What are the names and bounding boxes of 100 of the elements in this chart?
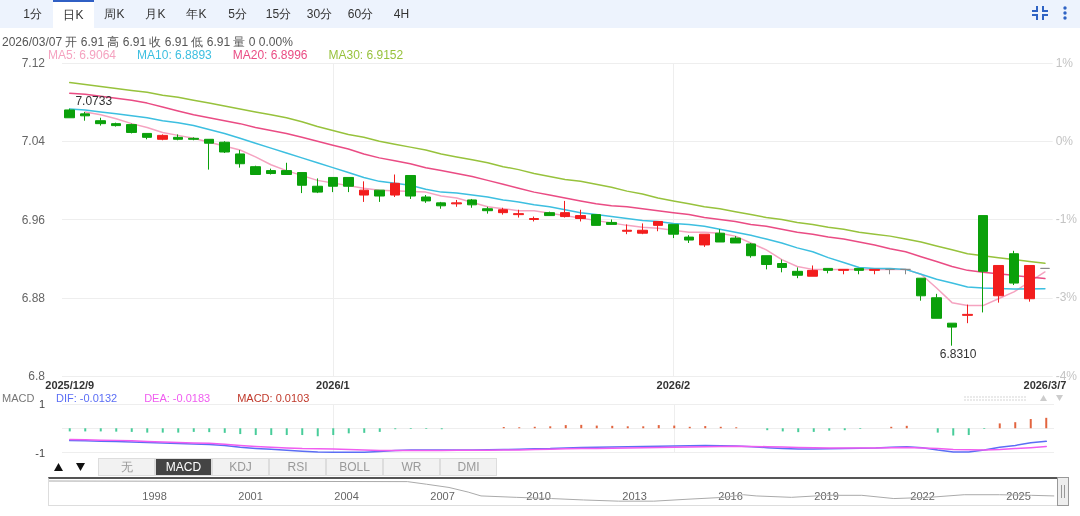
candlestick <box>900 268 911 275</box>
bar <box>84 428 87 432</box>
text: 周K <box>103 7 126 21</box>
candlestick <box>513 209 524 219</box>
candlestick <box>1009 250 1019 286</box>
bar <box>781 428 784 432</box>
x-tick-label: 2001 <box>238 489 263 502</box>
candlestick <box>482 206 493 215</box>
bar <box>161 428 164 433</box>
text: MACD: 0.0103 <box>237 391 310 404</box>
bar <box>378 428 381 432</box>
candlestick <box>250 165 261 176</box>
candlestick <box>916 277 926 302</box>
candlestick <box>993 264 1004 304</box>
x-tick-label: 2026/1 <box>316 378 350 391</box>
candlestick <box>560 200 570 219</box>
candlestick <box>746 242 756 259</box>
tab: KDJ <box>212 458 269 476</box>
candlestick <box>544 211 555 217</box>
candlestick <box>931 293 942 319</box>
x-tick-label: 2019 <box>814 489 839 502</box>
candlestick <box>529 216 539 222</box>
bar <box>316 428 319 437</box>
candlestick <box>575 209 586 222</box>
y-tick-label: 7.12 <box>21 56 46 70</box>
y2-tick-label: 1% <box>1055 56 1074 70</box>
bar <box>828 428 831 431</box>
x-tick-label: 2010 <box>526 489 551 502</box>
candlestick <box>157 133 168 141</box>
candlestick <box>777 259 787 273</box>
bar <box>998 423 1001 429</box>
candlestick <box>421 194 431 204</box>
text: 月K <box>144 7 167 21</box>
candlestick <box>142 132 152 140</box>
text: 1分 <box>22 7 43 21</box>
candlestick <box>885 268 895 275</box>
text: MA5: 6.9064 <box>48 48 117 62</box>
bar <box>812 428 815 432</box>
bar <box>208 428 211 433</box>
y-tick-label: 7.04 <box>21 134 46 149</box>
candlestick <box>653 220 663 232</box>
chart-subtitle: 2026/03/07 开 6.91 高 6.91 收 6.91 低 6.91 量 0 0.00% <box>2 34 294 49</box>
candlestick <box>219 140 230 154</box>
candlestick <box>591 214 601 226</box>
text: 15分 <box>264 7 293 21</box>
text: 4H <box>392 7 411 21</box>
candlestick <box>962 304 973 324</box>
candlestick <box>343 176 354 193</box>
bar <box>1014 422 1017 429</box>
x-tick-label: 2004 <box>334 489 359 502</box>
bar <box>192 428 195 432</box>
tab: DMI <box>440 458 497 476</box>
candlestick <box>947 322 957 347</box>
x-tick-label: 2025/12/9 <box>45 378 95 391</box>
tab: BOLL <box>326 458 383 476</box>
bar <box>146 428 149 433</box>
bar <box>239 428 242 435</box>
text: DIF: -0.0132 <box>56 391 118 404</box>
bar <box>704 426 707 429</box>
candlestick <box>312 177 323 194</box>
bar <box>952 428 955 436</box>
candlestick <box>173 133 183 141</box>
candlestick <box>126 123 137 134</box>
candlestick <box>374 189 385 203</box>
candlestick <box>235 149 245 169</box>
bar <box>115 428 118 432</box>
bar <box>936 428 939 433</box>
y-tick-label: -1 <box>35 446 45 459</box>
bar <box>347 428 350 434</box>
annotation: 6.8310 <box>939 346 977 361</box>
y-tick-label: 6.96 <box>21 212 46 227</box>
annotation: 7.0733 <box>75 93 113 108</box>
candlestick <box>699 233 710 248</box>
y2-tick-label: -1% <box>1055 212 1078 227</box>
text: DEA: -0.0183 <box>144 391 211 404</box>
candlestick <box>390 174 400 198</box>
tab: WR <box>383 458 440 476</box>
x-tick-label: 2026/2 <box>656 378 691 391</box>
candlestick <box>1024 264 1035 303</box>
candlestick <box>498 207 508 216</box>
text: 30分 <box>305 7 334 21</box>
candlestick <box>622 223 632 235</box>
bar <box>332 428 335 436</box>
candlestick <box>436 201 446 210</box>
y-tick-label: 6.8 <box>28 369 46 383</box>
bar <box>130 428 133 432</box>
text: 60分 <box>346 7 375 21</box>
candlestick <box>266 168 276 176</box>
candlestick <box>188 136 199 141</box>
candlestick <box>854 267 864 275</box>
x-tick-label: 2013 <box>622 489 647 502</box>
candlestick <box>838 268 849 275</box>
tab: RSI <box>269 458 326 476</box>
candlestick <box>761 255 772 270</box>
candlestick <box>405 174 416 200</box>
candlestick <box>297 172 307 194</box>
text: MA10: 6.8893 <box>137 48 213 62</box>
text: MA30: 6.9152 <box>328 48 404 62</box>
bar <box>99 428 102 432</box>
candlestick <box>715 228 725 243</box>
